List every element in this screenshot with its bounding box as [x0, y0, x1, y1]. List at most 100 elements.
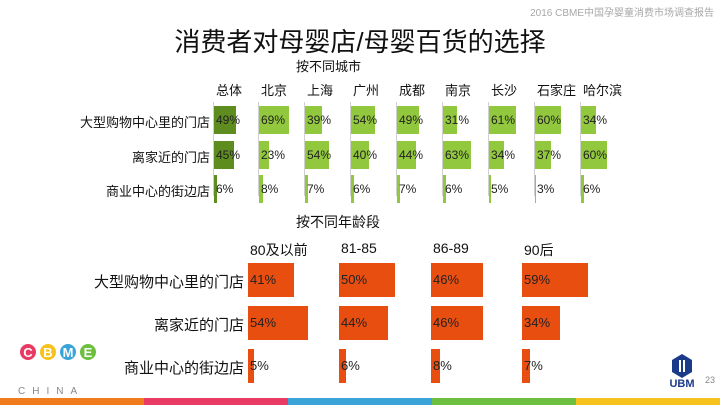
age-bar	[522, 306, 561, 340]
ubm-icon	[672, 354, 692, 378]
city-column-header: 广州	[353, 83, 380, 98]
city-column-divider	[488, 102, 489, 196]
age-bar	[339, 306, 389, 340]
city-bar	[581, 175, 584, 203]
age-row-label: 大型购物中心里的门店	[93, 274, 244, 291]
city-column-header: 成都	[399, 83, 426, 98]
city-bar	[535, 175, 537, 203]
city-bar-value: 34%	[491, 148, 516, 162]
footer-stripe-1	[0, 398, 144, 405]
city-bar-value: 6%	[353, 182, 371, 196]
city-column-header: 总体	[216, 83, 243, 98]
city-bar	[214, 106, 236, 134]
age-bar-value: 59%	[524, 272, 551, 287]
city-bar-value: 6%	[216, 182, 234, 196]
city-bar-value: 63%	[445, 148, 470, 162]
city-row-label: 大型购物中心里的门店	[79, 115, 210, 130]
city-column-header: 北京	[261, 83, 288, 98]
age-bar	[431, 263, 483, 297]
city-bar-value: 7%	[399, 182, 417, 196]
city-bar-value: 7%	[307, 182, 325, 196]
city-bar-value: 5%	[491, 182, 509, 196]
age-column-header: 80及以前	[250, 242, 308, 258]
cbme-logo-tagline: CHINA	[18, 386, 85, 397]
city-bar	[305, 141, 329, 169]
age-bar	[248, 349, 254, 383]
city-column-divider	[258, 102, 259, 196]
city-bar-value: 23%	[261, 148, 286, 162]
footer-stripe-5	[576, 398, 720, 405]
city-chart-subtitle: 按不同城市	[296, 59, 362, 74]
city-bar	[351, 141, 369, 169]
city-column-divider	[580, 102, 581, 196]
cbme-logo-letter: B	[43, 345, 52, 360]
age-bar-value: 41%	[250, 272, 277, 287]
city-bar	[443, 141, 471, 169]
city-bar	[305, 106, 323, 134]
page-number: 23	[705, 375, 716, 385]
city-bar-value: 3%	[537, 182, 555, 196]
city-bar-value: 54%	[307, 148, 332, 162]
age-bar	[339, 349, 346, 383]
city-bar-value: 37%	[537, 148, 562, 162]
age-bar	[248, 263, 294, 297]
city-bar	[214, 175, 217, 203]
city-bar	[259, 175, 263, 203]
cbme-logo-letter: E	[84, 345, 93, 360]
age-bar-value: 34%	[524, 315, 551, 330]
city-bar-value: 34%	[583, 113, 608, 127]
city-column-header: 哈尔滨	[583, 83, 623, 98]
age-bar-value: 46%	[433, 315, 460, 330]
city-bar	[443, 106, 457, 134]
city-bar-value: 49%	[216, 113, 241, 127]
city-column-divider	[350, 102, 351, 196]
city-bar-value: 45%	[216, 148, 241, 162]
city-bar	[397, 106, 419, 134]
city-bar-value: 6%	[583, 182, 601, 196]
city-column-divider	[396, 102, 397, 196]
report-header-label: 2016 CBME中国孕婴童消费市场调查报告	[530, 8, 714, 19]
ubm-logo: UBM	[662, 352, 702, 396]
age-bar	[431, 306, 483, 340]
age-column-header: 86-89	[433, 240, 469, 256]
age-bar-value: 7%	[524, 358, 543, 373]
city-bar-value: 54%	[353, 113, 378, 127]
city-column-header: 长沙	[491, 83, 518, 98]
age-bar	[522, 263, 589, 297]
city-bar	[259, 141, 270, 169]
city-bar	[214, 141, 234, 169]
cbme-logo-letter: C	[23, 345, 33, 360]
footer-color-strip	[0, 398, 720, 405]
city-bar-value: 40%	[353, 148, 378, 162]
age-bar-value: 50%	[341, 272, 368, 287]
age-bar-value: 8%	[433, 358, 452, 373]
footer-stripe-2	[144, 398, 288, 405]
city-bar	[581, 141, 608, 169]
city-bar	[581, 106, 596, 134]
age-row-label: 离家近的门店	[153, 317, 244, 334]
city-bar-value: 61%	[491, 113, 516, 127]
city-bar-value: 31%	[445, 113, 470, 127]
city-bar-value: 69%	[261, 113, 286, 127]
city-column-header: 石家庄	[537, 83, 577, 98]
city-bar	[443, 175, 446, 203]
city-bar	[397, 141, 417, 169]
city-column-header: 上海	[307, 83, 334, 98]
age-bar-value: 46%	[433, 272, 460, 287]
city-bar	[535, 106, 562, 134]
age-column-header: 81-85	[341, 240, 377, 256]
footer-stripe-3	[288, 398, 432, 405]
city-column-divider	[534, 102, 535, 196]
city-bar	[351, 106, 375, 134]
city-row-label: 商业中心的街边店	[105, 184, 210, 199]
age-column-header: 90后	[524, 242, 554, 258]
age-chart-subtitle: 按不同年龄段	[296, 214, 380, 230]
age-bar	[522, 349, 530, 383]
age-bar-value: 54%	[250, 315, 277, 330]
age-bar	[248, 306, 309, 340]
cbme-logo-letter: M	[63, 345, 74, 360]
page-title: 消费者对母婴店/母婴百货的选择	[174, 27, 546, 57]
city-bar-value: 8%	[261, 182, 279, 196]
